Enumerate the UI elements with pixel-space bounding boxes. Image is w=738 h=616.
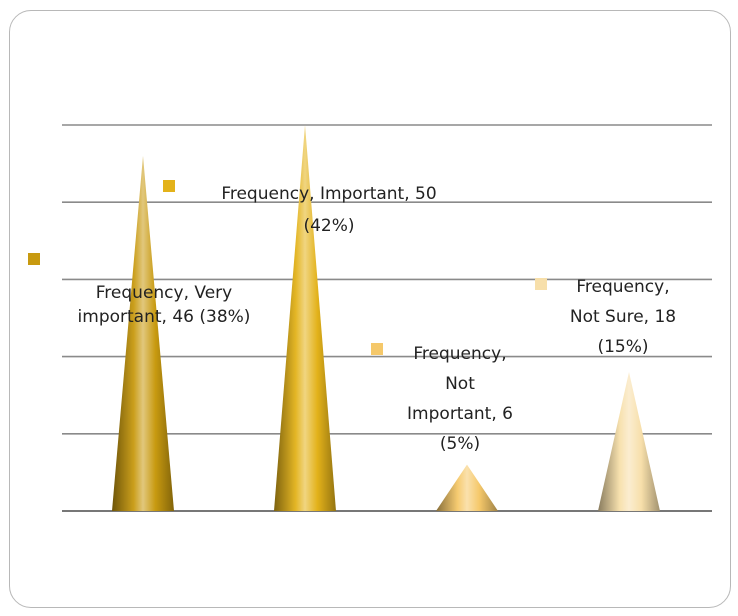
- legend-key-3: [535, 278, 547, 290]
- data-label-not-important: Frequency, Not Important, 6 (5%): [407, 344, 513, 454]
- data-label-not-sure: Frequency, Not Sure, 18 (15%): [570, 277, 676, 357]
- cone-series: [112, 125, 660, 511]
- data-labels: Frequency, Very important, 46 (38%) Freque…: [28, 180, 676, 454]
- cone-important: [274, 125, 336, 511]
- legend-key-2: [371, 343, 383, 355]
- legend-key-1: [163, 180, 175, 192]
- data-label-very-important: Frequency, Very important, 46 (38%): [78, 283, 251, 327]
- cone-very-important: [112, 155, 174, 511]
- cone-not-important: [436, 464, 498, 511]
- legend-key-0: [28, 253, 40, 265]
- cone-not-sure: [598, 372, 660, 511]
- data-label-important: Frequency, Important, 50 (42%): [221, 184, 436, 236]
